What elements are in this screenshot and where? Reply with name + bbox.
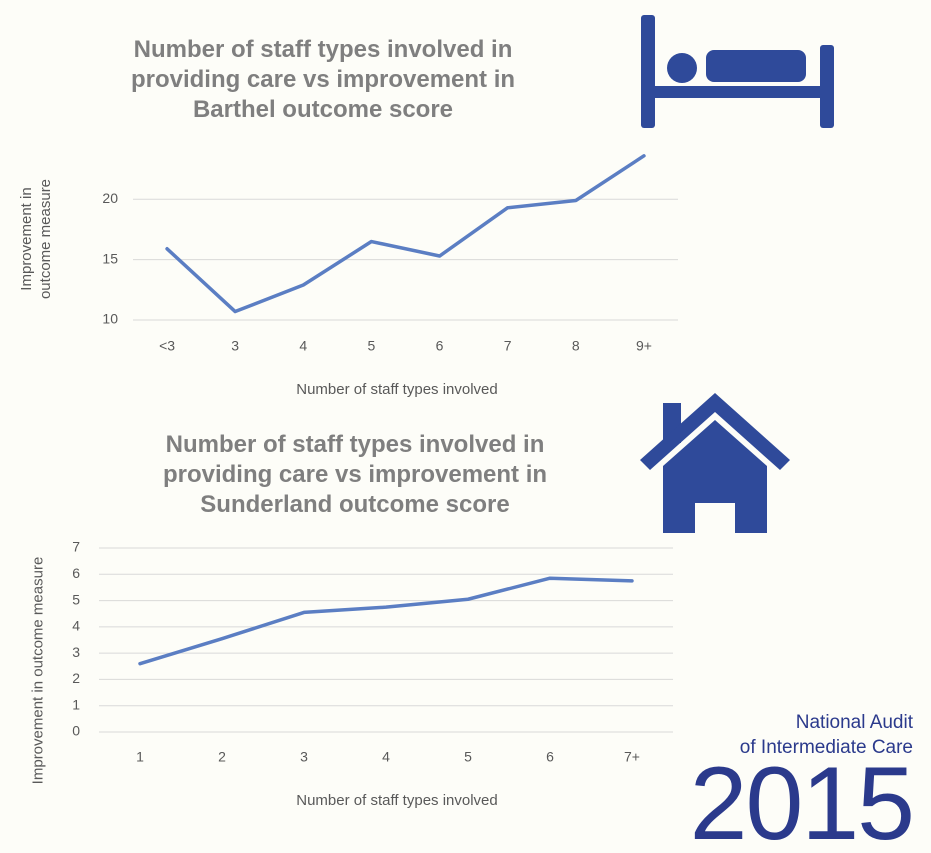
- bed-icon: [641, 15, 834, 128]
- line: [165, 154, 646, 314]
- y-tick-label: 4: [72, 618, 80, 634]
- x-tick-label: 8: [572, 338, 580, 354]
- x-tick-label: 6: [546, 749, 554, 765]
- x-tick-label: 3: [300, 749, 308, 765]
- y-axis-title: Improvement in outcome measure: [18, 178, 54, 300]
- x-tick-label: 7+: [624, 749, 640, 765]
- brand-line: of Intermediate Care: [739, 737, 913, 758]
- x-tick-label: 2: [218, 749, 226, 765]
- y-tick-label: 15: [102, 250, 118, 266]
- y-tick-label: 1: [72, 696, 80, 712]
- x-tick-label: 4: [382, 749, 390, 765]
- brand-year: 2015: [689, 746, 915, 853]
- x-tick-label: 4: [299, 338, 307, 354]
- x-tick-label: 5: [368, 338, 376, 354]
- x-tick-label: <3: [159, 338, 175, 354]
- x-tick-label: 6: [436, 338, 444, 354]
- x-axis-title: Number of staff types involved: [296, 792, 498, 809]
- chart-title: Number of staff types involved in provid…: [130, 36, 516, 123]
- x-tick-label: 9+: [636, 338, 652, 354]
- x-tick-label: 3: [231, 338, 239, 354]
- y-tick-label: 10: [102, 311, 118, 327]
- brand-line: National Audit: [795, 712, 913, 733]
- y-tick-label: 2: [72, 670, 80, 686]
- house-icon: [640, 393, 790, 533]
- x-tick-label: 5: [464, 749, 472, 765]
- line: [138, 576, 634, 666]
- chart-title: Number of staff types involved in provid…: [162, 431, 548, 518]
- x-tick-label: 1: [136, 749, 144, 765]
- x-axis-title: Number of staff types involved: [296, 381, 498, 398]
- y-tick-label: 5: [72, 591, 80, 607]
- y-tick-label: 3: [72, 644, 80, 660]
- y-tick-label: 20: [102, 190, 118, 206]
- y-tick-label: 6: [72, 565, 80, 581]
- y-tick-label: 7: [72, 539, 80, 555]
- x-tick-label: 7: [504, 338, 512, 354]
- y-axis-title: Improvement in outcome measure: [29, 556, 47, 785]
- y-tick-label: 0: [72, 723, 80, 739]
